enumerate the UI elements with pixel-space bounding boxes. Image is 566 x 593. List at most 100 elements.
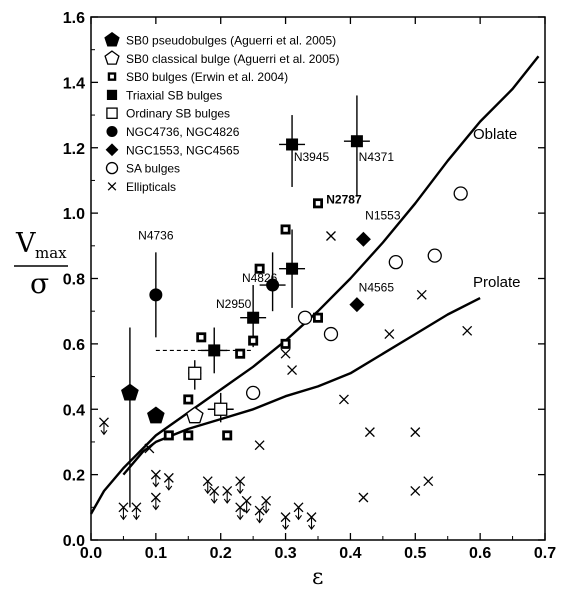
upper-limit-arrow [210,490,218,504]
cross-marker [144,443,155,454]
cross-marker [306,512,317,523]
cross-marker [163,472,174,483]
y-tick-label: 1.0 [63,206,85,223]
cross-marker [254,505,265,516]
x-tick-label: 0.2 [210,545,232,562]
cross-marker [209,486,220,496]
x-tick-label: 0.7 [534,545,556,562]
cross-marker [150,469,161,480]
filled-square-marker [247,311,260,324]
cross-marker [261,495,272,506]
filled-square-marker [286,138,299,151]
cross-marker [241,495,252,506]
upper-limit-arrow [223,490,231,504]
dot-square-marker [107,72,117,81]
dot-square-marker [254,263,265,274]
y-tick-label: 1.2 [63,141,85,158]
cross-marker [384,329,395,340]
legend-label: NGC1553, NGC4565 [126,143,240,157]
filled-square-marker [106,89,118,100]
y-axis-label: V max σ [14,228,68,300]
cross-marker [254,440,265,451]
cross-marker [293,502,304,513]
upper-limit-arrow [243,500,251,514]
open-circle-marker [105,161,119,175]
upper-limit-arrow [152,474,160,488]
upper-limit-arrow [295,507,302,521]
cross-marker [150,492,161,503]
point-label: N4371 [359,150,395,164]
upper-limit-arrow [100,422,108,436]
y-tick-label: 0.8 [63,272,85,289]
dot-square-marker [313,198,323,209]
x-axis-label: ε [312,565,323,590]
cross-marker [462,325,473,336]
filled-square-marker [350,135,363,148]
legend-label: Triaxial SB bulges [126,88,222,102]
error-bars [100,95,370,531]
legend-label: NGC4736, NGC4826 [126,125,240,139]
cross-marker [280,512,291,523]
legend-label: SB0 bulges (Erwin et al. 2004) [126,70,288,84]
upper-limit-arrow [236,507,244,521]
upper-limit-arrow [204,481,212,495]
dot-square-marker [222,430,233,441]
dot-square-marker [248,335,259,346]
cross-marker [235,476,246,487]
point-label: N4736 [138,228,174,242]
cross-marker [222,486,233,496]
x-tick-label: 0.6 [469,545,491,562]
open-pentagon-marker [185,406,204,424]
filled-pentagon-marker [147,406,165,424]
point-label: N4826 [242,271,278,285]
point-label: N3945 [294,150,330,164]
cross-marker [131,502,142,513]
x-tick-label: 0.5 [404,545,426,562]
point-label: N2787 [326,192,362,206]
legend-item: SB0 classical bulge (Aguerri et al. 2005… [104,50,339,66]
upper-limit-arrow [262,500,270,514]
legend-item: NGC4736, NGC4826 [106,125,240,139]
open-circle-marker [323,326,339,342]
point-label: N4565 [359,281,395,295]
x-tick-label: 0.1 [145,545,167,562]
cross-marker [99,417,109,428]
legend-item: SA bulges [105,161,180,176]
prolate-curve [122,297,481,476]
oblate-curve-label: Oblate [473,126,517,143]
x-tick-labels: 0.0 0.1 0.2 0.3 0.4 0.5 0.6 0.7 [80,545,556,562]
cross-marker [364,427,375,438]
open-circle-marker [297,310,313,325]
x-tick-label: 0.4 [339,545,361,562]
upper-limit-arrow [132,507,140,521]
cross-marker [280,348,291,359]
upper-limit-arrow [119,507,127,521]
cross-marker [202,476,213,487]
data-markers [99,135,473,523]
cross-marker [107,182,117,191]
y-tick-label: 0.0 [63,533,85,550]
cross-marker [326,231,336,241]
cross-marker [287,365,298,375]
legend-label: SA bulges [126,162,180,176]
cross-marker [358,492,369,503]
cross-marker [410,486,421,496]
open-square-marker [214,402,228,416]
cross-marker [118,502,129,513]
open-pentagon-marker [104,50,120,65]
dot-square-marker [163,430,174,441]
dot-square-marker [280,224,291,235]
dot-square-marker [183,394,194,405]
y-tick-label: 0.6 [63,337,85,354]
y-label-numerator: V [15,228,36,259]
x-tick-label: 0.0 [80,545,102,562]
legend: SB0 pseudobulges (Aguerri et al. 2005) SB… [104,31,339,194]
open-circle-marker [388,255,403,270]
upper-limit-arrow [256,510,264,524]
dot-square-marker [235,348,246,359]
filled-diamond-marker [105,143,119,157]
legend-label: SB0 pseudobulges (Aguerri et al. 2005) [126,34,336,48]
filled-diamond-marker [355,231,371,247]
